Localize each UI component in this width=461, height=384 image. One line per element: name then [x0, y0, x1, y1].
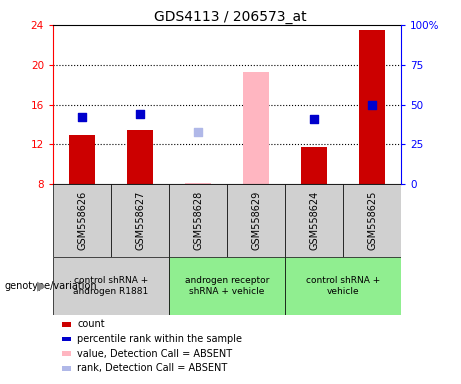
- Point: [136, 111, 144, 117]
- Bar: [343, 184, 401, 257]
- Bar: [111, 184, 169, 257]
- Bar: [69, 134, 95, 184]
- Text: control shRNA +
androgen R1881: control shRNA + androgen R1881: [73, 276, 148, 296]
- Text: percentile rank within the sample: percentile rank within the sample: [77, 334, 242, 344]
- Text: GSM558629: GSM558629: [251, 191, 261, 250]
- Bar: [227, 184, 285, 257]
- Bar: [285, 257, 401, 315]
- Point: [195, 129, 202, 135]
- Bar: [243, 72, 269, 184]
- Bar: [359, 30, 385, 184]
- Point: [310, 116, 318, 122]
- Text: GSM558628: GSM558628: [193, 191, 203, 250]
- Text: GDS4113 / 206573_at: GDS4113 / 206573_at: [154, 10, 307, 23]
- Text: count: count: [77, 319, 105, 329]
- Bar: [53, 184, 111, 257]
- Text: GSM558624: GSM558624: [309, 191, 319, 250]
- Text: ▶: ▶: [37, 280, 46, 293]
- Bar: [185, 183, 211, 184]
- Bar: [169, 184, 227, 257]
- Text: genotype/variation: genotype/variation: [5, 281, 97, 291]
- Text: GSM558625: GSM558625: [367, 191, 377, 250]
- Text: value, Detection Call = ABSENT: value, Detection Call = ABSENT: [77, 349, 232, 359]
- Bar: [301, 147, 327, 184]
- Text: control shRNA +
vehicle: control shRNA + vehicle: [306, 276, 380, 296]
- Text: androgen receptor
shRNA + vehicle: androgen receptor shRNA + vehicle: [185, 276, 269, 296]
- Bar: [127, 129, 153, 184]
- Text: rank, Detection Call = ABSENT: rank, Detection Call = ABSENT: [77, 363, 228, 373]
- Bar: [169, 257, 285, 315]
- Point: [78, 114, 86, 120]
- Text: GSM558626: GSM558626: [77, 191, 87, 250]
- Point: [368, 101, 376, 108]
- Bar: [53, 257, 169, 315]
- Text: GSM558627: GSM558627: [135, 191, 145, 250]
- Bar: [285, 184, 343, 257]
